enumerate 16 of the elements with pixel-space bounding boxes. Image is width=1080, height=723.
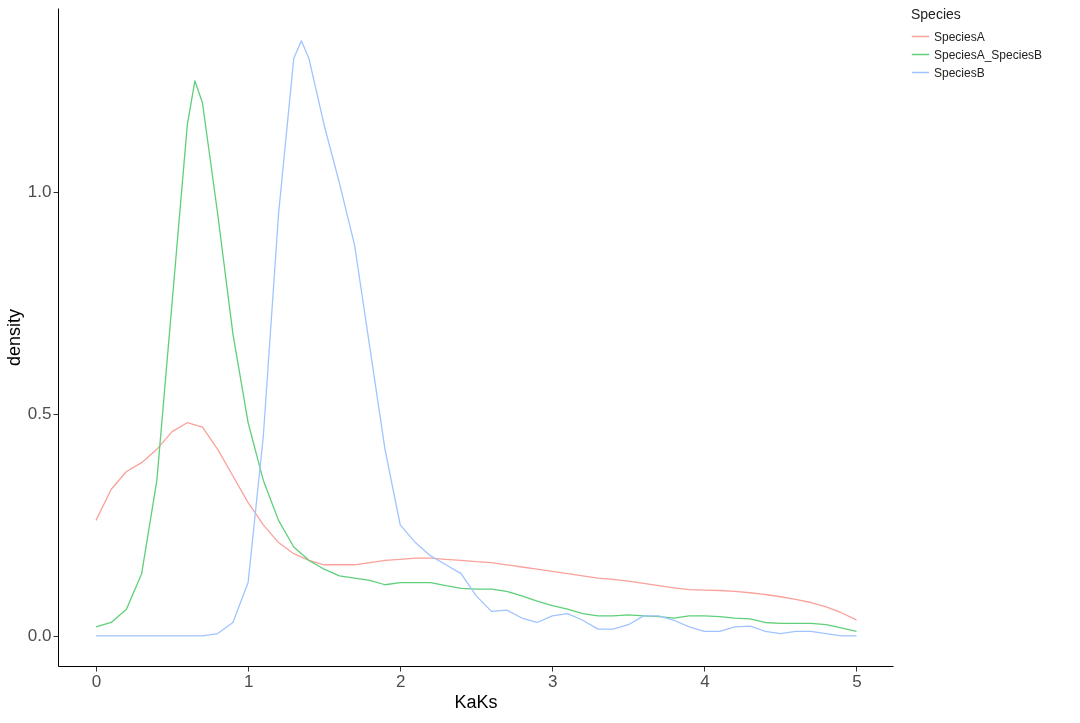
y-axis-title: density bbox=[3, 308, 24, 367]
legend-label: SpeciesB bbox=[934, 65, 985, 80]
x-tick-label: 5 bbox=[852, 671, 862, 691]
y-tick-label: 0.0 bbox=[27, 626, 52, 646]
x-tick-label: 2 bbox=[395, 671, 406, 691]
x-tick-label: 0 bbox=[91, 671, 102, 691]
legend-label: SpeciesA_SpeciesB bbox=[934, 47, 1043, 62]
y-tick-label: 0.5 bbox=[27, 404, 52, 424]
x-tick-label: 1 bbox=[243, 671, 254, 691]
x-axis-title: KaKs bbox=[454, 691, 498, 712]
y-tick-label: 1.0 bbox=[27, 182, 52, 202]
legend-label: SpeciesA bbox=[934, 29, 985, 44]
legend-title: Species bbox=[911, 6, 961, 22]
line-series bbox=[95, 422, 858, 621]
x-tick-label: 3 bbox=[548, 671, 558, 691]
x-tick-label: 4 bbox=[700, 671, 710, 691]
